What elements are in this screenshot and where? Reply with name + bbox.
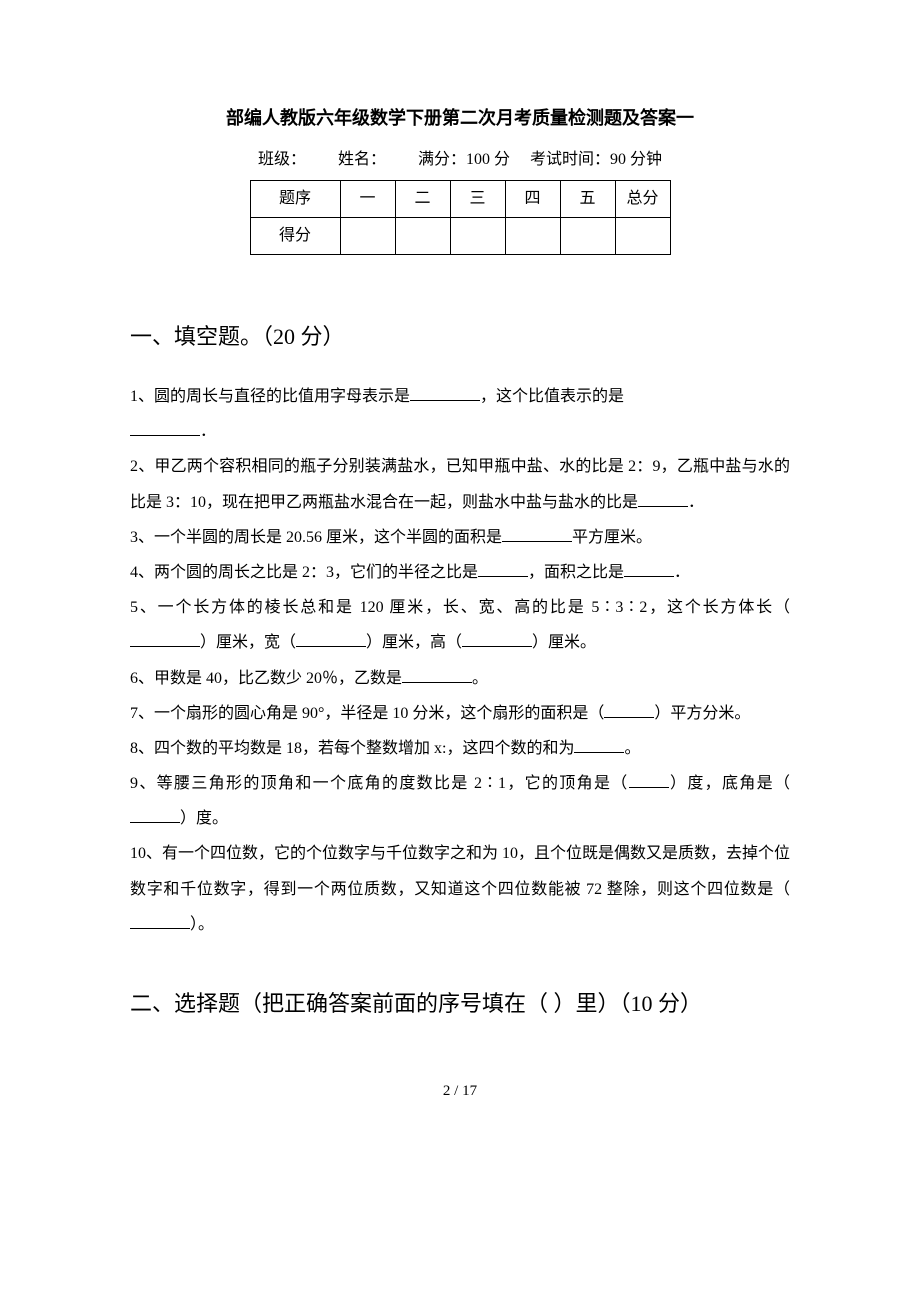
blank [629,771,669,788]
question-8: 8、四个数的平均数是 18，若每个整数增加 x:，这四个数的和为 。 [130,731,790,766]
td-blank [505,218,560,255]
blank [410,384,480,401]
q4-text-a: 4、两个圆的周长之比是 2：3，它们的半径之比是 [130,564,478,581]
blank [130,419,200,436]
q2-text-b: ． [688,494,704,511]
question-6: 6、甲数是 40，比乙数少 20％，乙数是 。 [130,661,790,696]
q6-text-a: 6、甲数是 40，比乙数少 20％，乙数是 [130,670,402,687]
q1-text-a: 1、圆的周长与直径的比值用字母表示是 [130,388,410,405]
q5-text-a: 5、一个长方体的棱长总和是 120 厘米，长、宽、高的比是 5∶3∶2，这个长方… [130,599,790,616]
q9-text-c: ）度。 [180,810,228,827]
question-3: 3、一个半圆的周长是 20.56 厘米，这个半圆的面积是 平方厘米。 [130,520,790,555]
q10-text-b: ）。 [190,916,214,933]
q1-text-c: ． [200,423,216,440]
q4-text-b: ，面积之比是 [528,564,624,581]
question-1: 1、圆的周长与直径的比值用字母表示是 ，这个比值表示的是 ． [130,379,790,449]
q7-text-a: 7、一个扇形的圆心角是 90°，半径是 10 分米，这个扇形的面积是（ [130,705,604,722]
blank [402,666,472,683]
blank [296,630,366,647]
q1-text-b: ，这个比值表示的是 [480,388,624,405]
td-blank [340,218,395,255]
q9-text-b: ）度，底角是（ [669,775,790,792]
td-blank [395,218,450,255]
doc-title: 部编人教版六年级数学下册第二次月考质量检测题及答案一 [130,100,790,136]
q7-text-b: ）平方分米。 [654,705,750,722]
section-1-heading: 一、填空题。（20 分） [130,315,790,359]
question-2: 2、甲乙两个容积相同的瓶子分别装满盐水，已知甲瓶中盐、水的比是 2：9，乙瓶中盐… [130,449,790,519]
page: 部编人教版六年级数学下册第二次月考质量检测题及答案一 班级： 姓名： 满分：10… [0,0,920,1166]
q8-text-a: 8、四个数的平均数是 18，若每个整数增加 x:，这四个数的和为 [130,740,574,757]
name-label: 姓名： [338,151,386,168]
q5-text-d: ）厘米。 [532,634,596,651]
question-9: 9、等腰三角形的顶角和一个底角的度数比是 2∶1，它的顶角是（ ）度，底角是（ ）度… [130,766,790,836]
q6-text-b: 。 [472,670,488,687]
th-2: 二 [395,181,450,218]
blank [502,525,572,542]
page-footer: 2 / 17 [130,1076,790,1106]
th-seq: 题序 [250,181,340,218]
score-table: 题序 一 二 三 四 五 总分 得分 [250,180,671,255]
blank [130,806,180,823]
question-4: 4、两个圆的周长之比是 2：3，它们的半径之比是 ，面积之比是 ． [130,555,790,590]
q8-text-b: 。 [624,740,640,757]
class-label: 班级： [258,151,306,168]
blank [638,490,688,507]
blank [130,912,190,929]
blank [604,701,654,718]
section-2-heading: 二、选择题（把正确答案前面的序号填在（ ）里）（10 分） [130,982,790,1026]
th-4: 四 [505,181,560,218]
blank [462,630,532,647]
q5-text-b: ）厘米，宽（ [200,634,296,651]
th-3: 三 [450,181,505,218]
question-7: 7、一个扇形的圆心角是 90°，半径是 10 分米，这个扇形的面积是（ ）平方分米… [130,696,790,731]
table-row: 题序 一 二 三 四 五 总分 [250,181,670,218]
q10-text-a: 10、有一个四位数，它的个位数字与千位数字之和为 10，且个位既是偶数又是质数，… [130,845,790,897]
q3-text-b: 平方厘米。 [572,529,652,546]
q3-text-a: 3、一个半圆的周长是 20.56 厘米，这个半圆的面积是 [130,529,502,546]
time-label: 考试时间：90 分钟 [530,151,662,168]
td-blank [615,218,670,255]
blank [624,560,674,577]
blank [478,560,528,577]
table-row: 得分 [250,218,670,255]
td-blank [450,218,505,255]
th-total: 总分 [615,181,670,218]
blank [130,630,200,647]
q9-text-a: 9、等腰三角形的顶角和一个底角的度数比是 2∶1，它的顶角是（ [130,775,629,792]
question-10: 10、有一个四位数，它的个位数字与千位数字之和为 10，且个位既是偶数又是质数，… [130,836,790,942]
q4-text-c: ． [674,564,690,581]
td-score-label: 得分 [250,218,340,255]
blank [574,736,624,753]
th-5: 五 [560,181,615,218]
question-5: 5、一个长方体的棱长总和是 120 厘米，长、宽、高的比是 5∶3∶2，这个长方… [130,590,790,660]
fullscore-label: 满分：100 分 [418,151,510,168]
meta-line: 班级： 姓名： 满分：100 分 考试时间：90 分钟 [130,144,790,176]
q5-text-c: ）厘米，高（ [366,634,462,651]
td-blank [560,218,615,255]
th-1: 一 [340,181,395,218]
